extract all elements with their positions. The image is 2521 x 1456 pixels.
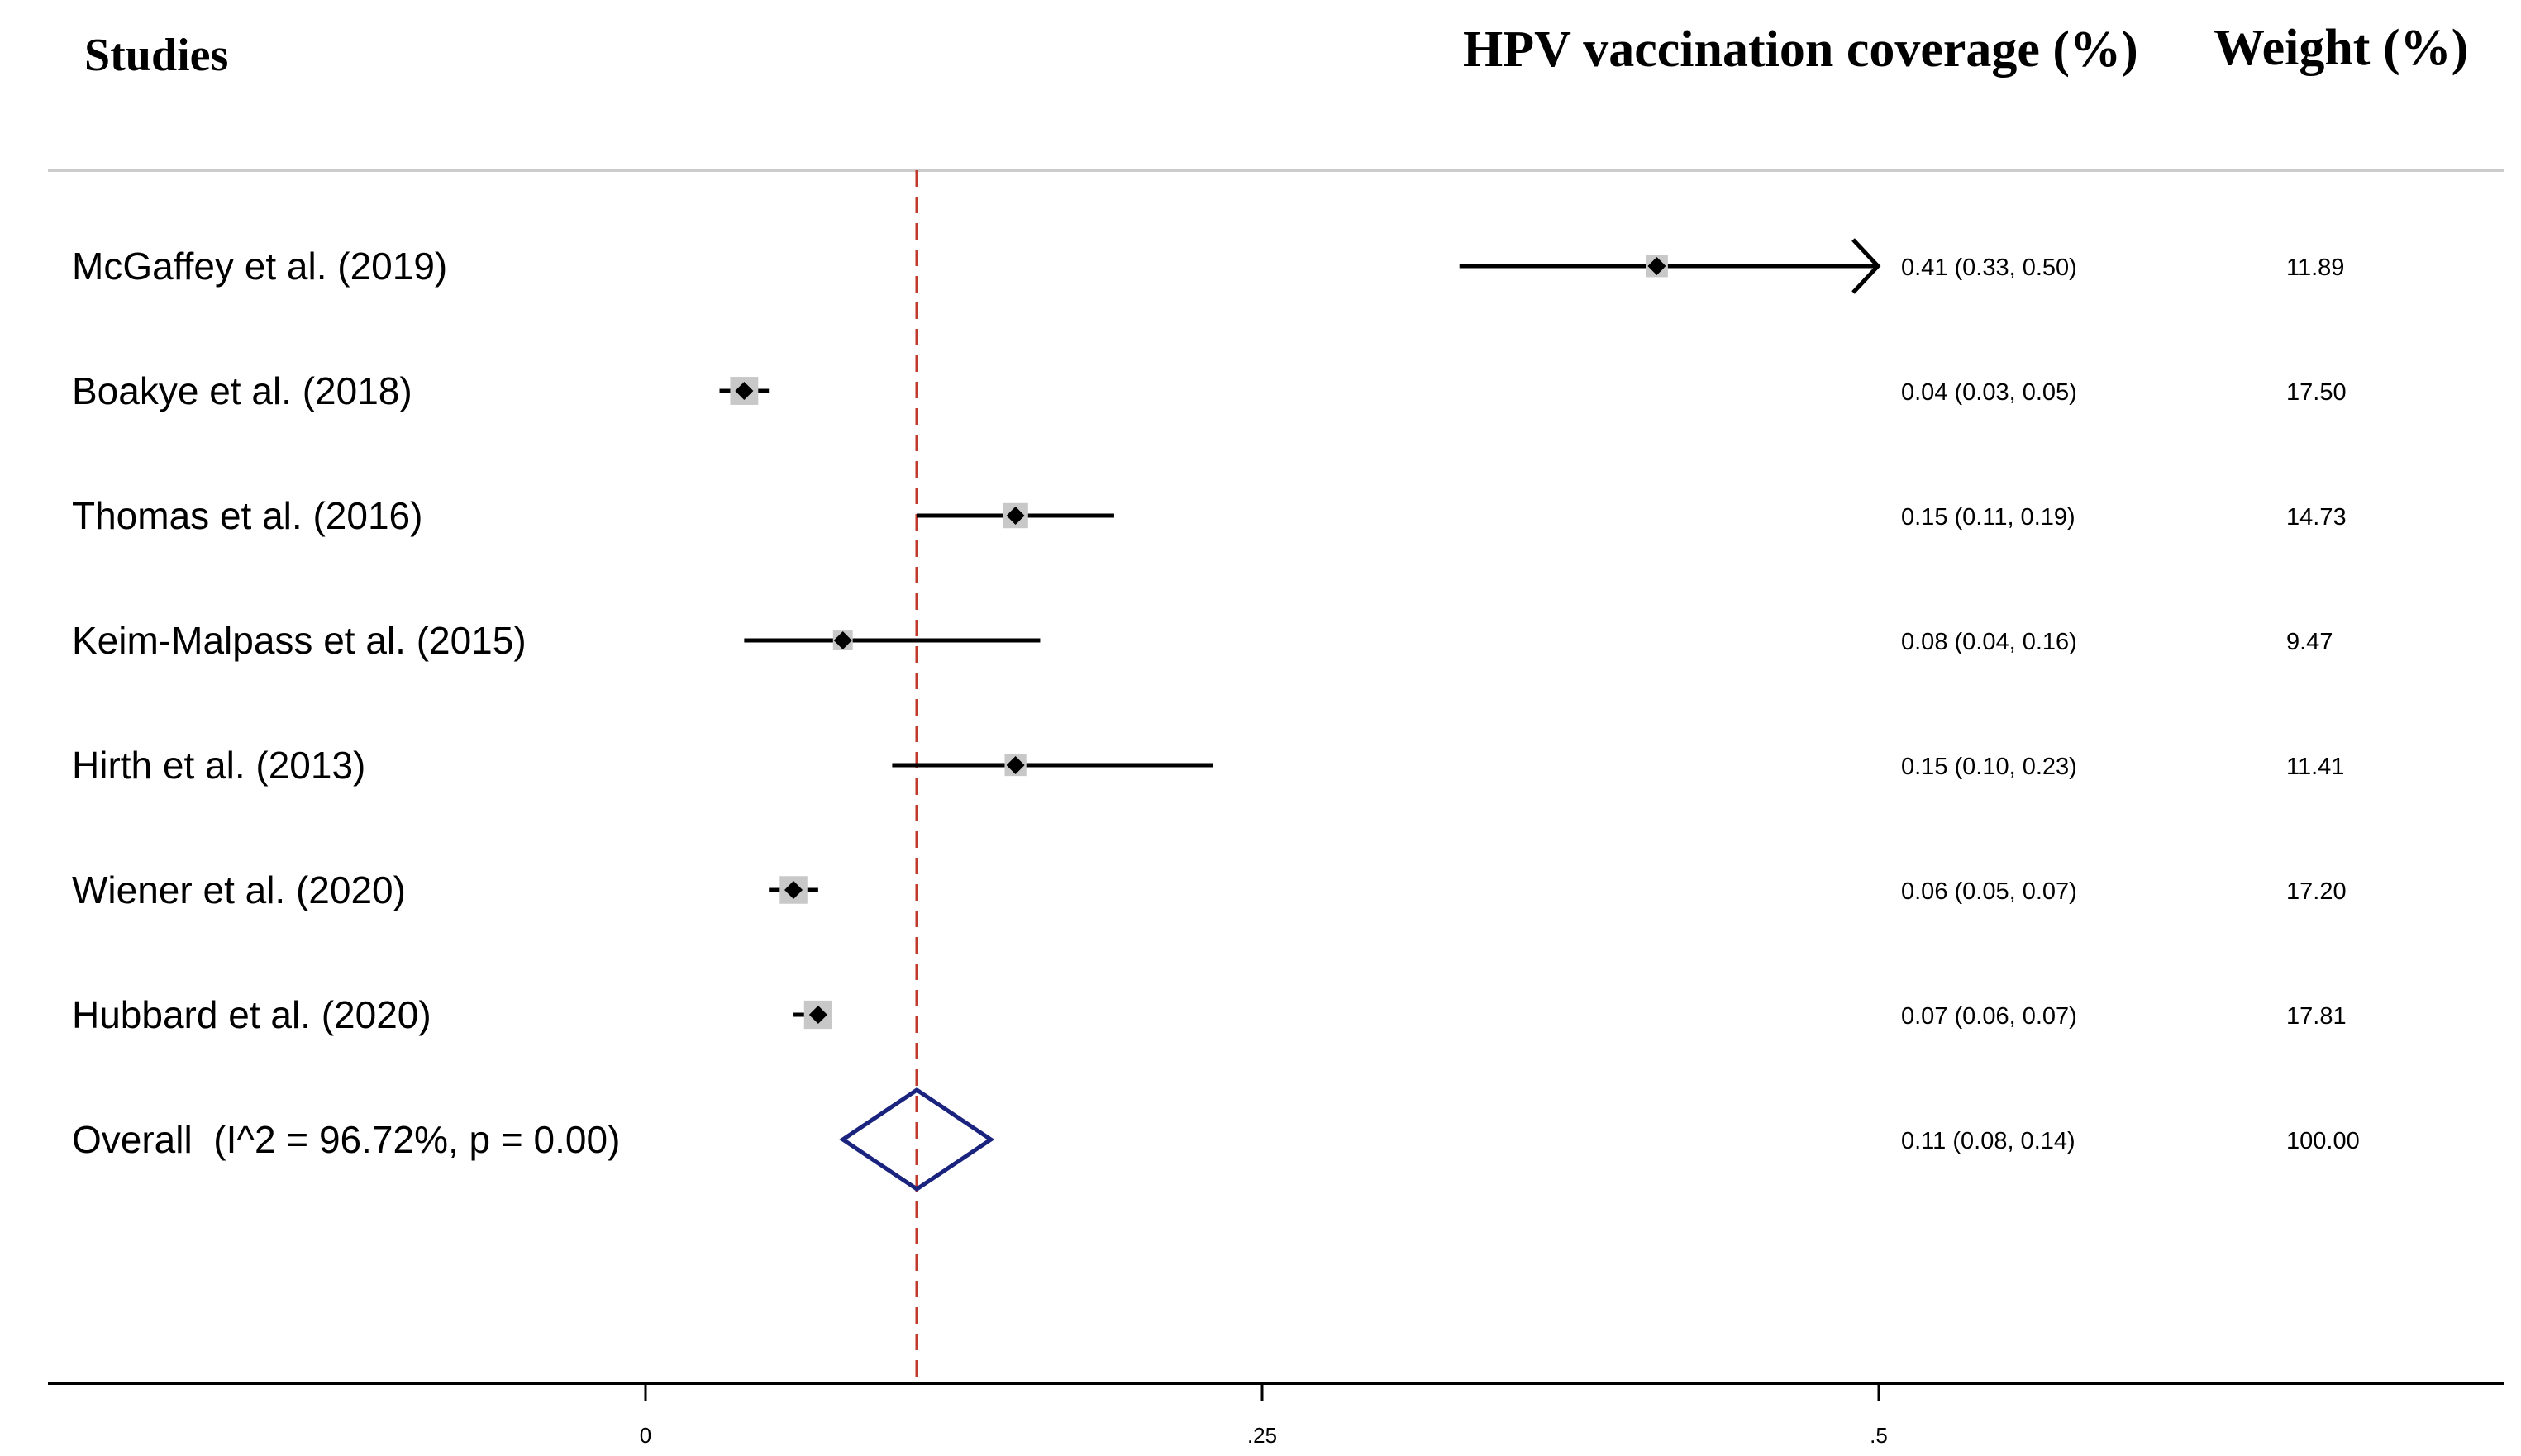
header-layer: Studies HPV vaccination coverage (%) Wei…	[84, 20, 2468, 81]
ci-arrow	[1851, 238, 1881, 294]
point-estimate	[1006, 507, 1025, 525]
ci-text: 0.06 (0.05, 0.07)	[1901, 878, 2077, 905]
study-row: Hubbard et al. (2020) 0.07 (0.06, 0.07) 17…	[72, 993, 2347, 1036]
ci-text: 0.07 (0.06, 0.07)	[1901, 1003, 2077, 1030]
weight-text: 9.47	[2286, 629, 2333, 655]
overall-diamond	[839, 1087, 995, 1192]
rows-layer: McGaffey et al. (2019) 0.41 (0.33, 0.50) 1…	[72, 238, 2347, 1036]
x-tick-label: 0	[640, 1423, 651, 1448]
ci-text: 0.41 (0.33, 0.50)	[1901, 255, 2077, 281]
study-label: Thomas et al. (2016)	[72, 494, 422, 537]
overall-label: Overall (I^2 = 96.72%, p = 0.00)	[72, 1118, 620, 1161]
study-label: Wiener et al. (2020)	[72, 868, 406, 911]
x-tick-label: .5	[1870, 1423, 1888, 1448]
ci-text: 0.04 (0.03, 0.05)	[1901, 379, 2077, 406]
weight-text: 17.20	[2286, 878, 2347, 905]
ci-text: 0.15 (0.11, 0.19)	[1901, 504, 2075, 531]
study-label: Hirth et al. (2013)	[72, 744, 365, 787]
weight-text: 11.41	[2286, 754, 2344, 780]
study-row: Keim-Malpass et al. (2015) 0.08 (0.04, 0.…	[72, 619, 2333, 662]
point-estimate	[735, 382, 754, 400]
study-label: Hubbard et al. (2020)	[72, 993, 431, 1036]
point-estimate	[833, 631, 852, 649]
point-estimate	[808, 1006, 827, 1024]
study-label: McGaffey et al. (2019)	[72, 245, 447, 288]
point-estimate	[1647, 257, 1666, 275]
weight-text: 17.50	[2286, 379, 2347, 406]
study-row: Hirth et al. (2013) 0.15 (0.10, 0.23) 11.4…	[72, 744, 2344, 787]
study-label: Keim-Malpass et al. (2015)	[72, 619, 527, 662]
study-label: Boakye et al. (2018)	[72, 369, 412, 412]
weight-text: 14.73	[2286, 504, 2347, 531]
header-studies: Studies	[84, 30, 228, 81]
weight-text: 11.89	[2286, 255, 2344, 281]
weight-text: 17.81	[2286, 1003, 2347, 1030]
header-effect: HPV vaccination coverage (%)	[1463, 21, 2138, 78]
point-estimate	[1006, 756, 1025, 774]
study-row: McGaffey et al. (2019) 0.41 (0.33, 0.50) 1…	[72, 238, 2344, 294]
ci-text: 0.08 (0.04, 0.16)	[1901, 629, 2077, 655]
study-row: Wiener et al. (2020) 0.06 (0.05, 0.07) 17.…	[72, 868, 2347, 911]
x-tick-label: .25	[1247, 1423, 1277, 1448]
overall-layer: Overall (I^2 = 96.72%, p = 0.00) 0.11 (0.…	[72, 1087, 2360, 1192]
header-weight: Weight (%)	[2214, 20, 2468, 76]
overall-weight-text: 100.00	[2286, 1128, 2360, 1154]
study-row: Thomas et al. (2016) 0.15 (0.11, 0.19) 14.…	[72, 494, 2347, 537]
ci-text: 0.15 (0.10, 0.23)	[1901, 754, 2077, 780]
study-row: Boakye et al. (2018) 0.04 (0.03, 0.05) 17.…	[72, 369, 2347, 412]
overall-ci-text: 0.11 (0.08, 0.14)	[1901, 1128, 2075, 1154]
x-axis: 0 .25 .5	[48, 1382, 2504, 1448]
point-estimate	[784, 881, 803, 899]
